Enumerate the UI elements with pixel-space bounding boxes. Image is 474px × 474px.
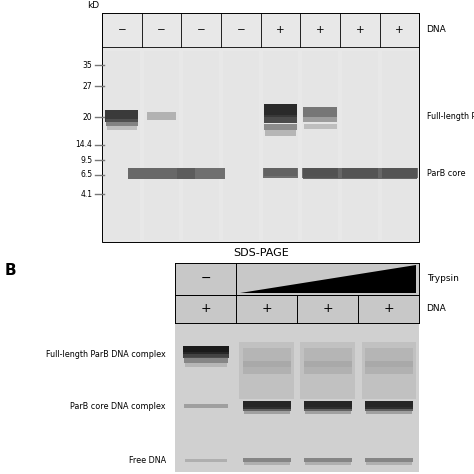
Text: Full-length ParB: Full-length ParB: [427, 111, 474, 120]
Bar: [366, 411, 412, 414]
Text: 6.5: 6.5: [80, 170, 92, 179]
Text: −: −: [197, 25, 206, 35]
Bar: [183, 346, 229, 355]
Text: 14.4: 14.4: [75, 140, 92, 149]
Text: +: +: [323, 302, 333, 315]
Bar: [303, 107, 337, 118]
Bar: [365, 348, 413, 367]
Bar: [304, 361, 352, 374]
Bar: [365, 458, 413, 462]
Text: 27: 27: [83, 82, 92, 91]
Bar: [263, 51, 299, 240]
Bar: [177, 168, 225, 179]
Text: +: +: [276, 25, 285, 35]
Bar: [243, 401, 292, 409]
Text: −: −: [237, 25, 245, 35]
Text: kD: kD: [87, 1, 100, 10]
Bar: [365, 407, 413, 411]
Text: B: B: [5, 263, 17, 278]
Bar: [304, 458, 352, 462]
Bar: [183, 352, 229, 358]
Bar: [104, 51, 140, 240]
Bar: [264, 124, 297, 130]
Bar: [243, 458, 291, 462]
Bar: [263, 168, 299, 178]
Bar: [184, 363, 227, 367]
Bar: [303, 168, 337, 176]
Text: +: +: [201, 302, 211, 315]
Text: −: −: [201, 273, 211, 285]
Bar: [264, 115, 297, 123]
Bar: [304, 124, 337, 129]
Bar: [362, 342, 417, 399]
Text: 20: 20: [83, 113, 92, 122]
Text: −: −: [157, 25, 166, 35]
Text: 9.5: 9.5: [80, 156, 92, 165]
Bar: [304, 348, 352, 367]
Bar: [183, 51, 219, 240]
Text: +: +: [316, 25, 325, 35]
Bar: [304, 407, 352, 411]
Bar: [223, 51, 259, 240]
Bar: [243, 348, 291, 367]
Text: +: +: [395, 25, 404, 35]
Bar: [305, 462, 351, 465]
Bar: [106, 118, 137, 127]
Bar: [244, 411, 290, 414]
Text: +: +: [262, 302, 272, 315]
Polygon shape: [240, 265, 416, 292]
Text: +: +: [356, 25, 364, 35]
Text: DNA: DNA: [427, 304, 447, 313]
Bar: [303, 116, 337, 122]
Bar: [243, 361, 291, 374]
Bar: [128, 168, 195, 179]
Bar: [106, 110, 138, 122]
Bar: [342, 51, 378, 240]
Bar: [301, 342, 356, 399]
Bar: [366, 462, 412, 465]
Bar: [184, 458, 227, 462]
Bar: [302, 168, 338, 178]
Bar: [264, 168, 297, 176]
Bar: [365, 401, 413, 409]
Text: Full-length ParB DNA complex: Full-length ParB DNA complex: [46, 350, 166, 359]
Text: Free DNA: Free DNA: [129, 456, 166, 465]
Bar: [365, 361, 413, 374]
Bar: [107, 125, 137, 130]
Text: DNA: DNA: [427, 26, 447, 35]
Bar: [303, 168, 417, 179]
Bar: [264, 104, 297, 118]
Bar: [382, 51, 418, 240]
Bar: [239, 342, 294, 399]
Bar: [244, 462, 290, 465]
Bar: [305, 411, 351, 414]
Bar: [303, 401, 352, 409]
Text: Trypsin: Trypsin: [427, 274, 458, 283]
Text: SDS-PAGE: SDS-PAGE: [233, 248, 289, 258]
Bar: [243, 407, 291, 411]
Text: ParB core: ParB core: [427, 169, 465, 178]
Bar: [184, 403, 228, 408]
Text: −: −: [118, 25, 126, 35]
Bar: [302, 51, 338, 240]
Bar: [382, 168, 418, 178]
Text: ParB core DNA complex: ParB core DNA complex: [71, 402, 166, 411]
Text: 4.1: 4.1: [81, 190, 92, 199]
Text: 35: 35: [82, 61, 92, 70]
Bar: [146, 112, 176, 120]
Bar: [175, 322, 419, 472]
Bar: [144, 51, 179, 240]
Bar: [175, 263, 419, 472]
Bar: [342, 168, 378, 178]
Bar: [102, 13, 419, 243]
Text: +: +: [383, 302, 394, 315]
Bar: [184, 357, 228, 363]
Bar: [264, 130, 296, 136]
